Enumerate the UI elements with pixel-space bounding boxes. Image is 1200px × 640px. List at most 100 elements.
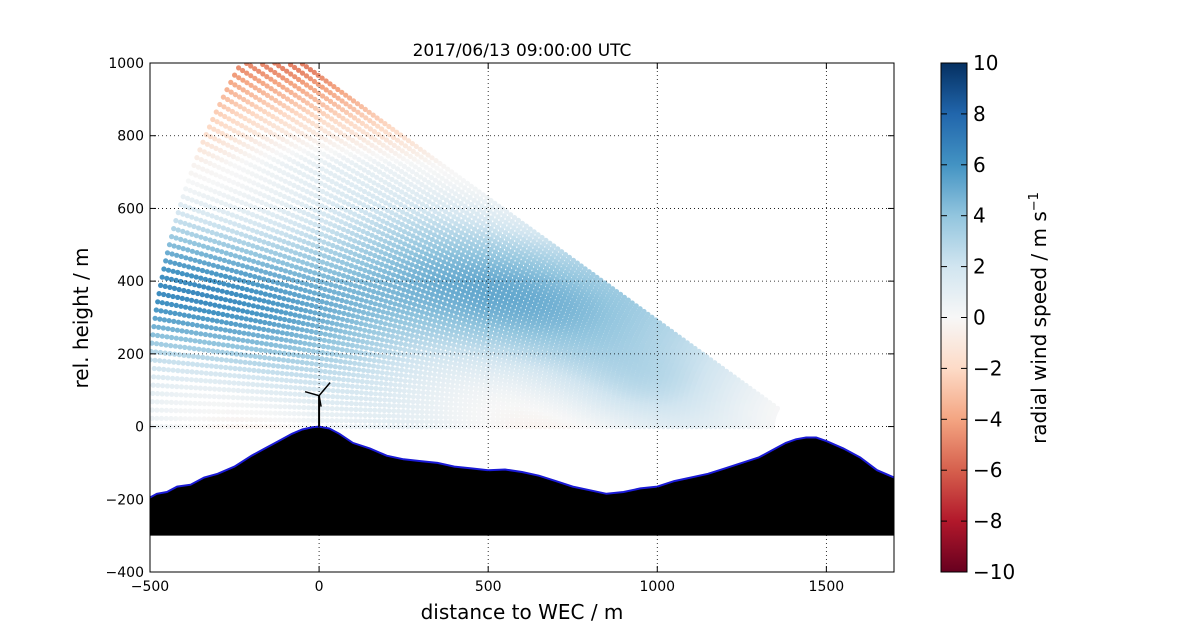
scan-point	[315, 257, 321, 264]
scan-point	[251, 325, 257, 331]
scan-point	[323, 247, 329, 253]
scan-point	[175, 319, 182, 325]
scan-point	[441, 373, 447, 379]
scan-point	[504, 420, 510, 426]
scan-point	[290, 358, 296, 364]
scan-point	[352, 325, 358, 331]
scan-point	[250, 212, 256, 218]
scan-point	[313, 361, 319, 367]
scan-point	[361, 286, 368, 292]
scan-point	[200, 226, 206, 233]
scan-point	[180, 360, 186, 366]
scan-point	[298, 286, 304, 292]
scan-point	[391, 408, 397, 414]
scan-point	[313, 284, 319, 290]
scan-point	[402, 347, 408, 353]
scan-point	[416, 324, 422, 330]
scan-point	[298, 372, 304, 378]
scan-point	[300, 320, 306, 326]
scan-point	[365, 274, 371, 281]
scan-point	[377, 391, 383, 397]
scan-point	[476, 361, 482, 367]
scan-point	[264, 284, 270, 290]
scan-point	[320, 399, 326, 405]
scan-point	[374, 313, 380, 319]
scan-point	[441, 368, 448, 374]
scan-point	[260, 261, 266, 267]
scan-point	[427, 371, 433, 377]
scan-point	[232, 205, 238, 211]
scan-point	[467, 402, 473, 408]
scan-point	[182, 344, 188, 350]
scan-point	[317, 368, 324, 374]
scan-point	[396, 302, 403, 308]
scan-point	[337, 303, 344, 309]
scan-point	[226, 259, 232, 265]
scan-point	[171, 359, 177, 365]
scan-point	[432, 298, 438, 304]
scan-point	[355, 290, 362, 296]
scan-point	[288, 338, 294, 344]
scan-point	[305, 411, 311, 417]
scan-point	[234, 246, 240, 252]
scan-point	[466, 415, 472, 421]
scan-point	[178, 408, 184, 414]
scan-point	[452, 419, 458, 425]
scan-point	[272, 424, 278, 430]
scan-point	[355, 314, 361, 320]
scan-point	[229, 313, 235, 319]
scan-point	[173, 408, 179, 414]
scan-point	[282, 397, 288, 403]
scan-point	[322, 306, 328, 312]
scan-point	[495, 365, 501, 371]
scan-point	[280, 357, 287, 363]
scan-point	[293, 305, 299, 312]
scan-point	[200, 315, 206, 322]
scan-point	[171, 226, 177, 232]
scan-point	[458, 330, 464, 336]
scan-point	[201, 193, 207, 199]
scan-point	[285, 297, 292, 303]
scan-point	[280, 364, 286, 370]
scan-point	[249, 409, 255, 416]
scan-point	[388, 376, 394, 382]
scan-point	[409, 311, 415, 317]
scan-point	[264, 334, 270, 340]
scan-point	[368, 346, 374, 352]
scan-point	[456, 339, 462, 345]
scan-point	[328, 282, 334, 288]
scan-point	[454, 329, 460, 335]
scan-point	[225, 416, 231, 422]
scan-point	[263, 341, 269, 347]
scan-point	[227, 235, 233, 241]
scan-point	[476, 415, 482, 421]
scan-point	[415, 404, 421, 410]
scan-point	[456, 320, 462, 326]
scan-point	[338, 418, 344, 424]
scan-point	[211, 408, 217, 415]
scan-point	[335, 382, 341, 388]
scan-point	[247, 360, 253, 366]
scan-point	[363, 350, 369, 357]
scan-point	[290, 277, 296, 283]
scan-point	[259, 283, 265, 289]
scan-point	[494, 372, 500, 378]
scan-point	[247, 219, 253, 225]
scan-point	[326, 375, 332, 381]
scan-point	[239, 402, 245, 408]
scan-point	[500, 408, 506, 414]
scan-point	[385, 310, 391, 316]
scan-point	[259, 382, 265, 388]
scan-point	[372, 418, 378, 424]
scan-point	[158, 415, 165, 421]
scan-point	[324, 411, 330, 417]
scan-point	[244, 286, 250, 293]
scan-point	[391, 355, 397, 361]
scan-point	[230, 283, 236, 289]
scan-point	[448, 401, 454, 407]
scan-point	[428, 414, 435, 420]
scan-point	[249, 402, 255, 409]
scan-point	[150, 357, 153, 363]
scan-point	[465, 372, 471, 378]
scan-point	[207, 386, 213, 392]
